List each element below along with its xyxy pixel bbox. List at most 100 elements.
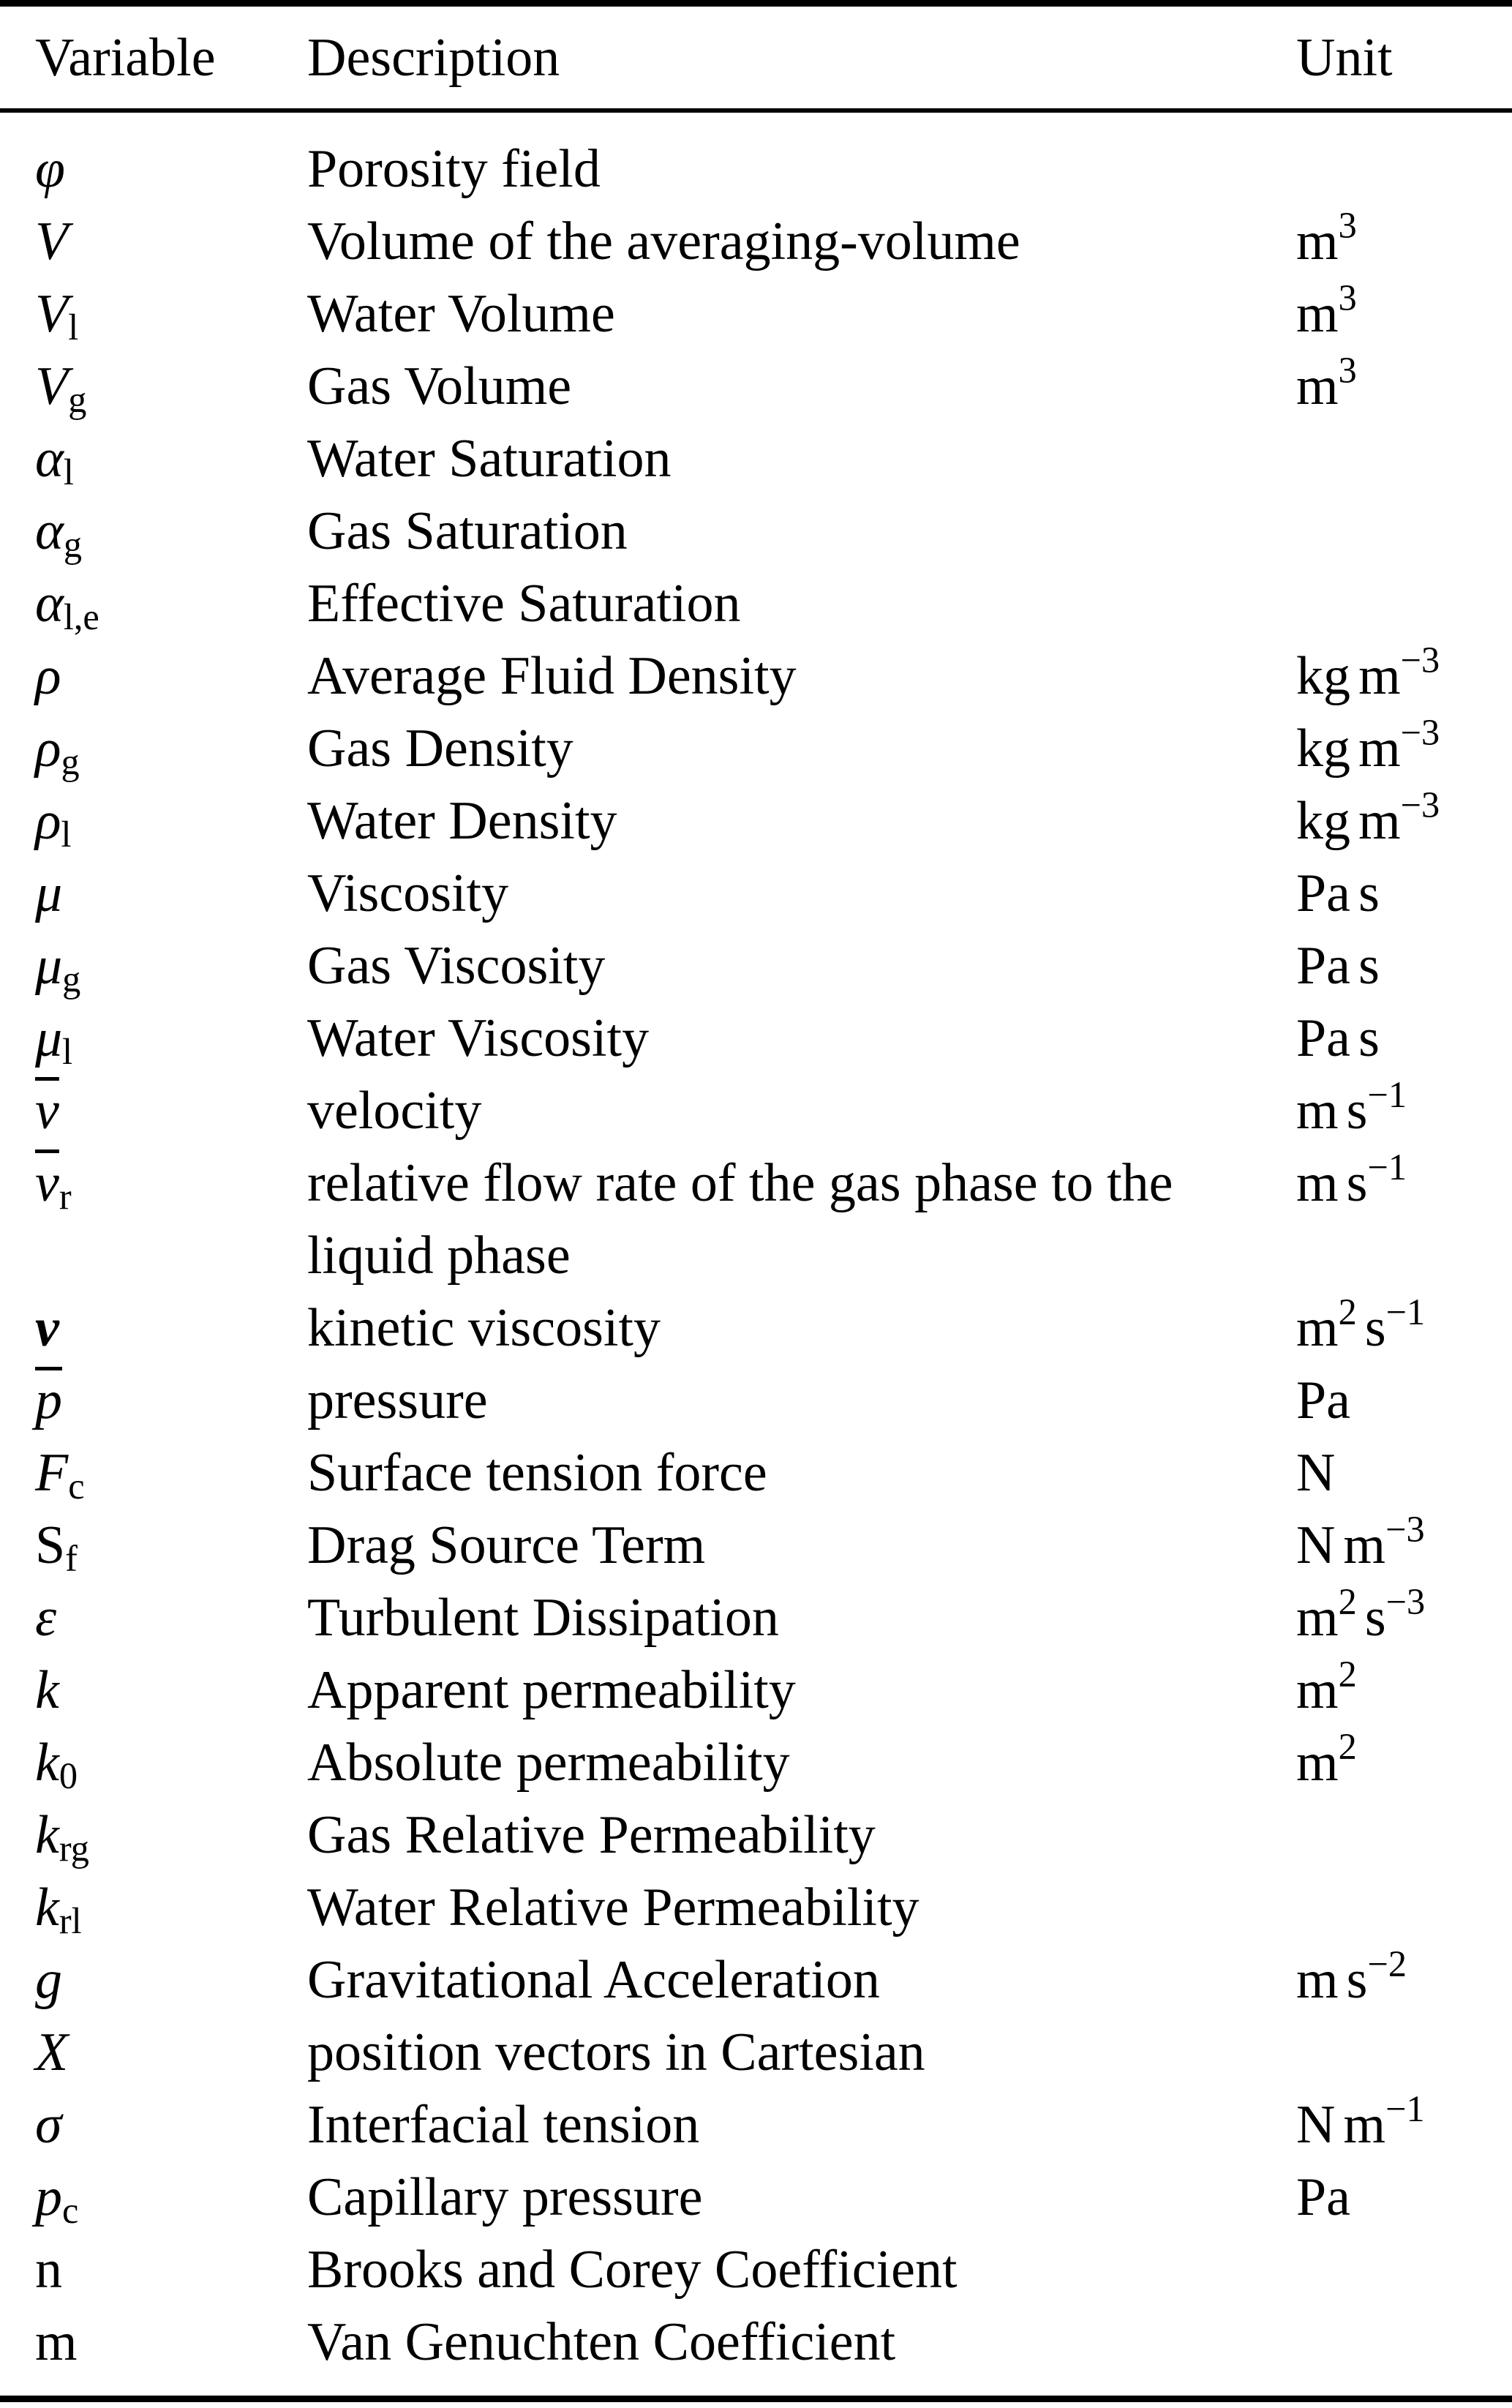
- description-cell: velocity: [307, 1081, 482, 1141]
- unit-text: N: [1296, 1443, 1336, 1503]
- unit-text: s: [1356, 1298, 1386, 1358]
- unit-cell: Pa: [1296, 2161, 1512, 2234]
- unit-exponent: −1: [1367, 1073, 1407, 1115]
- unit-cell: Pa s: [1296, 858, 1512, 930]
- unit-text: kg m: [1296, 719, 1401, 779]
- unit-exponent: 2: [1338, 1580, 1357, 1622]
- unit-cell: kg m−3: [1296, 640, 1512, 713]
- table-row: V Volume of the averaging-volume m3: [0, 206, 1512, 278]
- unit-exponent: −3: [1400, 639, 1440, 680]
- unit-text: Pa s: [1296, 1008, 1380, 1068]
- unit-cell: m2 s−1: [1296, 1292, 1512, 1365]
- unit-cell: [1296, 2306, 1512, 2379]
- unit-cell: [1296, 133, 1512, 206]
- unit-cell: m s−2: [1296, 1944, 1512, 2017]
- description-cell: Water Saturation: [307, 429, 672, 489]
- variable-cell: φ: [35, 133, 307, 206]
- unit-text: N m: [1296, 1515, 1386, 1575]
- unit-exponent: 2: [1338, 1653, 1357, 1695]
- description-cell: Viscosity: [307, 863, 509, 923]
- unit-cell: [1296, 1872, 1512, 1944]
- description-cell: relative flow rate of the gas phase to t…: [307, 1153, 1173, 1286]
- description-cell: position vectors in Cartesian: [307, 2022, 925, 2082]
- unit-text: s: [1356, 1588, 1386, 1648]
- unit-exponent: −1: [1385, 1291, 1426, 1332]
- description-cell: Absolute permeability: [307, 1733, 790, 1793]
- description-cell: Gravitational Acceleration: [307, 1950, 880, 2010]
- variable-cell: n: [35, 2234, 307, 2306]
- unit-exponent: 2: [1338, 1291, 1357, 1332]
- table-row: ρg Gas Density kg m−3: [0, 713, 1512, 785]
- table-row: krl Water Relative Permeability: [0, 1872, 1512, 1944]
- variable-symbol: v: [35, 1298, 59, 1358]
- table-header-rule: [0, 108, 1512, 113]
- variable-symbol: ε: [35, 1588, 57, 1648]
- variable-subscript: f: [65, 1538, 78, 1580]
- unit-cell: [1296, 1799, 1512, 1872]
- unit-text: m: [1296, 356, 1339, 416]
- variable-symbol: k: [35, 1805, 59, 1865]
- description-cell: Water Density: [307, 791, 617, 851]
- table-row: αl Water Saturation: [0, 423, 1512, 495]
- unit-cell: m2: [1296, 1727, 1512, 1799]
- unit-exponent: −3: [1385, 1580, 1426, 1622]
- variable-cell: vr: [35, 1147, 307, 1292]
- unit-text: m: [1296, 211, 1339, 271]
- variable-cell: pc: [35, 2161, 307, 2234]
- variable-subscript: g: [68, 379, 87, 421]
- unit-exponent: 3: [1338, 277, 1357, 318]
- variable-symbol: p: [35, 2167, 62, 2227]
- variable-symbol: F: [35, 1443, 69, 1503]
- variable-cell: k: [35, 1654, 307, 1727]
- description-cell: Van Genuchten Coefficient: [307, 2312, 896, 2372]
- variable-symbol: ρ: [35, 646, 61, 706]
- variable-cell: αl,e: [35, 568, 307, 640]
- variable-subscript: r: [59, 1176, 72, 1218]
- unit-cell: [1296, 2234, 1512, 2306]
- variable-cell: Fc: [35, 1437, 307, 1509]
- description-cell: Gas Saturation: [307, 501, 628, 561]
- variable-cell: μl: [35, 1002, 307, 1075]
- table-row: v velocity m s−1: [0, 1075, 1512, 1147]
- variable-subscript: g: [63, 524, 82, 566]
- table-row: vr relative flow rate of the gas phase to…: [0, 1147, 1512, 1292]
- variable-symbol: v: [35, 1153, 59, 1213]
- variable-symbol: σ: [35, 2095, 62, 2155]
- unit-text: m s: [1296, 1950, 1368, 2010]
- table-row: αl,e Effective Saturation: [0, 568, 1512, 640]
- variable-subscript: l,e: [63, 596, 99, 638]
- description-cell: Apparent permeability: [307, 1660, 796, 1720]
- variable-cell: Vg: [35, 350, 307, 423]
- unit-exponent: −3: [1400, 711, 1440, 753]
- variable-cell: μg: [35, 930, 307, 1002]
- header-description: Description: [307, 28, 560, 88]
- unit-cell: N: [1296, 1437, 1512, 1509]
- table-row: k0 Absolute permeability m2: [0, 1727, 1512, 1799]
- variable-cell: σ: [35, 2089, 307, 2161]
- variable-symbol: V: [35, 211, 69, 271]
- variable-subscript: g: [61, 741, 80, 783]
- variable-cell: v: [35, 1075, 307, 1147]
- variable-symbol: α: [35, 429, 64, 489]
- variable-subscript: rl: [59, 1900, 82, 1942]
- unit-exponent: 2: [1338, 1725, 1357, 1767]
- description-cell: Gas Density: [307, 719, 573, 779]
- description-cell: Water Viscosity: [307, 1008, 650, 1068]
- unit-cell: Pa s: [1296, 930, 1512, 1002]
- unit-cell: [1296, 2017, 1512, 2089]
- variable-symbol: k: [35, 1660, 59, 1720]
- variable-subscript: g: [62, 959, 81, 1000]
- table-row: krg Gas Relative Permeability: [0, 1799, 1512, 1872]
- variable-symbol: S: [35, 1515, 66, 1575]
- description-cell: Turbulent Dissipation: [307, 1588, 779, 1648]
- variable-cell: ρg: [35, 713, 307, 785]
- variable-symbol: ρ: [35, 791, 61, 851]
- unit-cell: m3: [1296, 278, 1512, 350]
- unit-cell: Pa s: [1296, 1002, 1512, 1075]
- unit-text: kg m: [1296, 791, 1401, 851]
- unit-text: m: [1296, 1588, 1339, 1648]
- table-row: μ Viscosity Pa s: [0, 858, 1512, 930]
- variable-cell: krg: [35, 1799, 307, 1872]
- unit-cell: m2 s−3: [1296, 1582, 1512, 1654]
